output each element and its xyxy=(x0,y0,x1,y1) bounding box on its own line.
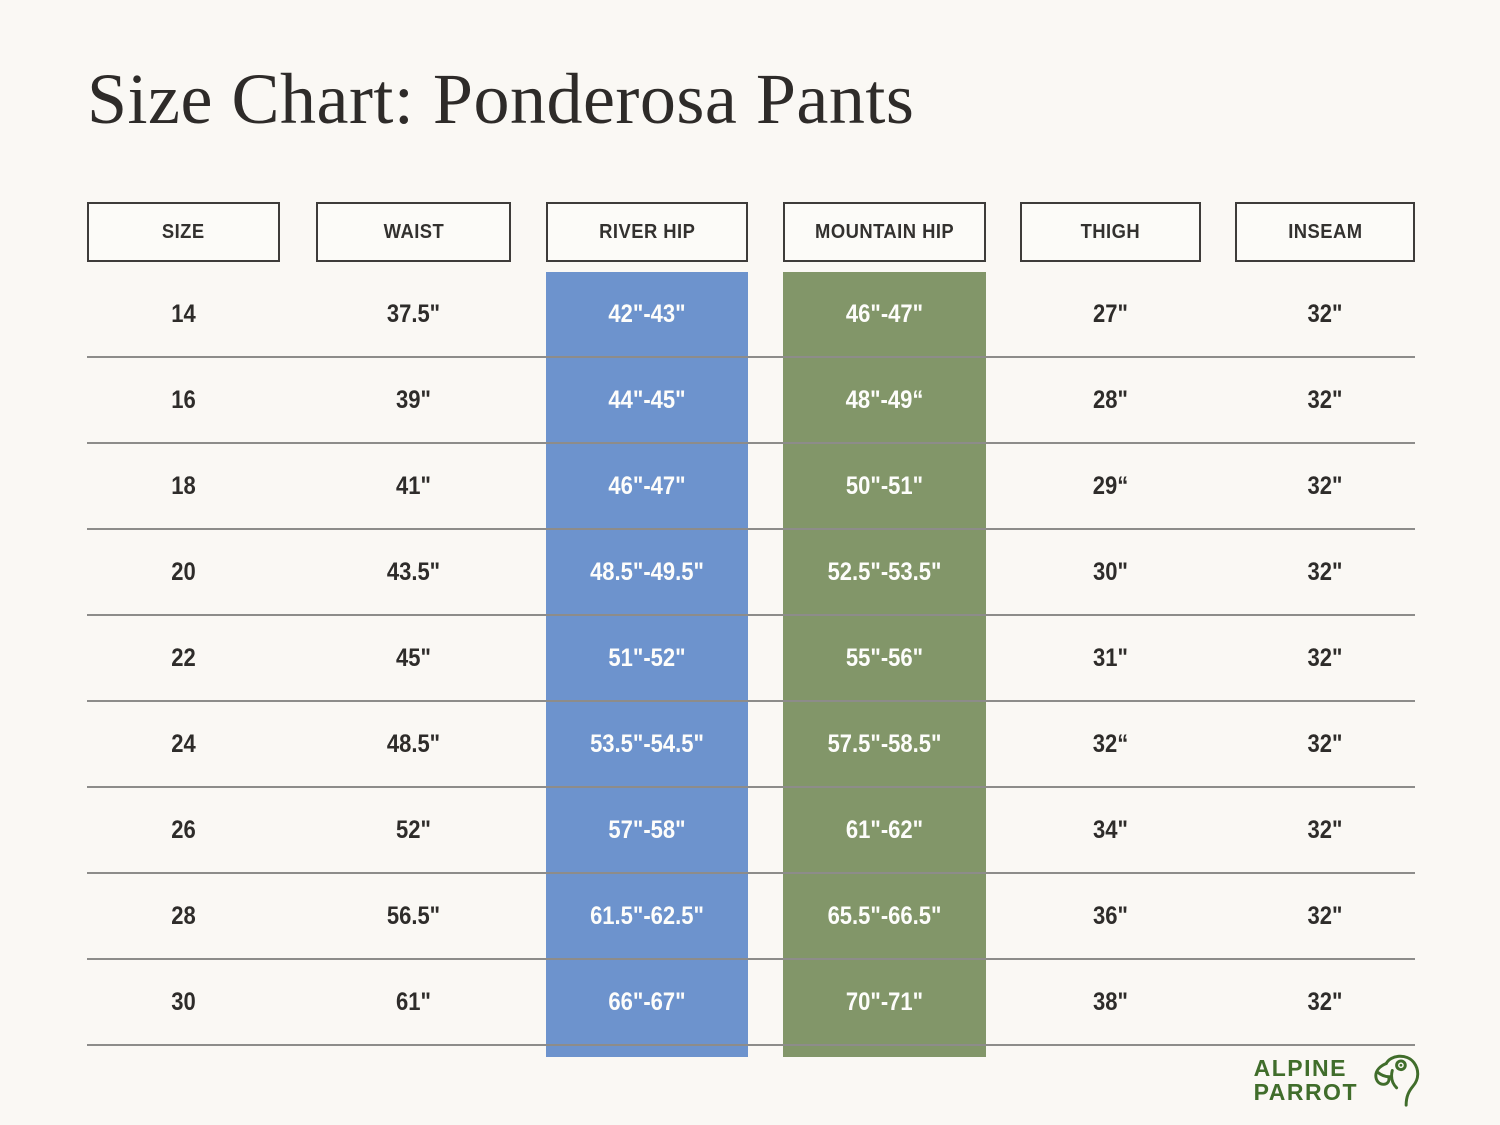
brand-name: ALPINE PARROT xyxy=(1254,1056,1358,1104)
cell-size: 24 xyxy=(171,729,196,758)
column-header-mountain-hip-label: MOUNTAIN HIP xyxy=(814,220,955,243)
cell-river-hip: 66"-67" xyxy=(608,987,686,1016)
cell-waist: 43.5" xyxy=(386,557,441,586)
cell-river-hip: 61.5"-62.5" xyxy=(590,901,704,930)
cell-river-hip: 44"-45" xyxy=(608,385,686,414)
cell-size: 30 xyxy=(171,987,196,1016)
cell-river-hip: 46"-47" xyxy=(608,471,686,500)
cell-waist: 37.5" xyxy=(386,299,441,328)
cell-inseam: 32" xyxy=(1307,729,1343,758)
column-header-river-hip-label: RIVER HIP xyxy=(598,220,696,243)
cell-inseam: 32" xyxy=(1307,901,1343,930)
column-header-inseam: INSEAM xyxy=(1235,202,1415,262)
cell-mountain-hip: 46"-47" xyxy=(845,299,924,328)
cell-inseam: 32" xyxy=(1307,815,1343,844)
cell-inseam: 32" xyxy=(1307,557,1343,586)
cell-thigh: 36" xyxy=(1093,901,1128,930)
cell-river-hip: 53.5"-54.5" xyxy=(590,729,704,758)
cell-river-hip: 51"-52" xyxy=(608,643,686,672)
table-row: 22 45" 51"-52" 55"-56" 31" 32" xyxy=(87,616,1415,702)
table-row: 26 52" 57"-58" 61"-62" 34" 32" xyxy=(87,788,1415,874)
cell-thigh: 29“ xyxy=(1092,471,1129,500)
cell-inseam: 32" xyxy=(1307,385,1343,414)
cell-thigh: 34" xyxy=(1093,815,1128,844)
cell-mountain-hip: 70"-71" xyxy=(845,987,924,1016)
cell-size: 16 xyxy=(171,385,196,414)
cell-mountain-hip: 52.5"-53.5" xyxy=(827,557,942,586)
cell-mountain-hip: 57.5"-58.5" xyxy=(827,729,942,758)
river-hip-highlight-band xyxy=(546,272,748,1057)
brand-name-line2: PARROT xyxy=(1253,1079,1358,1105)
cell-inseam: 32" xyxy=(1307,471,1343,500)
table-body: 14 37.5" 42"-43" 46"-47" 27" 32" 16 39" … xyxy=(87,272,1415,1046)
column-header-waist: WAIST xyxy=(316,202,511,262)
brand-logo: ALPINE PARROT xyxy=(1254,1051,1420,1109)
cell-river-hip: 42"-43" xyxy=(608,299,686,328)
cell-waist: 61" xyxy=(396,987,431,1016)
column-header-thigh: THIGH xyxy=(1020,202,1201,262)
table-row: 16 39" 44"-45" 48"-49“ 28" 32" xyxy=(87,358,1415,444)
column-header-river-hip: RIVER HIP xyxy=(546,202,748,262)
cell-size: 18 xyxy=(171,471,196,500)
cell-thigh: 31" xyxy=(1093,643,1128,672)
cell-size: 20 xyxy=(171,557,196,586)
mountain-hip-highlight-band xyxy=(783,272,986,1057)
table-row: 14 37.5" 42"-43" 46"-47" 27" 32" xyxy=(87,272,1415,358)
cell-mountain-hip: 48"-49“ xyxy=(845,385,924,414)
cell-waist: 52" xyxy=(396,815,431,844)
cell-size: 22 xyxy=(171,643,196,672)
table-row: 20 43.5" 48.5"-49.5" 52.5"-53.5" 30" 32" xyxy=(87,530,1415,616)
cell-inseam: 32" xyxy=(1307,299,1343,328)
table-row: 28 56.5" 61.5"-62.5" 65.5"-66.5" 36" 32" xyxy=(87,874,1415,960)
cell-size: 14 xyxy=(171,299,196,328)
cell-thigh: 32“ xyxy=(1092,729,1129,758)
cell-thigh: 27" xyxy=(1093,299,1128,328)
cell-waist: 48.5" xyxy=(386,729,441,758)
cell-size: 28 xyxy=(171,901,196,930)
cell-waist: 45" xyxy=(396,643,431,672)
cell-inseam: 32" xyxy=(1307,987,1343,1016)
column-header-size-label: SIZE xyxy=(162,220,205,243)
cell-waist: 41" xyxy=(396,471,431,500)
cell-river-hip: 57"-58" xyxy=(608,815,686,844)
cell-mountain-hip: 55"-56" xyxy=(845,643,924,672)
cell-mountain-hip: 65.5"-66.5" xyxy=(827,901,942,930)
column-header-mountain-hip: MOUNTAIN HIP xyxy=(783,202,986,262)
table-header-row: SIZE WAIST RIVER HIP MOUNTAIN HIP THIGH … xyxy=(87,202,1415,262)
cell-mountain-hip: 50"-51" xyxy=(845,471,924,500)
column-header-waist-label: WAIST xyxy=(383,220,444,243)
table-row: 24 48.5" 53.5"-54.5" 57.5"-58.5" 32“ 32" xyxy=(87,702,1415,788)
cell-thigh: 38" xyxy=(1093,987,1128,1016)
table-row: 30 61" 66"-67" 70"-71" 38" 32" xyxy=(87,960,1415,1046)
cell-mountain-hip: 61"-62" xyxy=(845,815,924,844)
cell-size: 26 xyxy=(171,815,196,844)
cell-waist: 56.5" xyxy=(386,901,441,930)
cell-waist: 39" xyxy=(396,385,431,414)
table-row: 18 41" 46"-47" 50"-51" 29“ 32" xyxy=(87,444,1415,530)
cell-river-hip: 48.5"-49.5" xyxy=(590,557,704,586)
cell-thigh: 28" xyxy=(1093,385,1128,414)
column-header-thigh-label: THIGH xyxy=(1080,220,1141,243)
brand-name-line1: ALPINE xyxy=(1253,1055,1347,1081)
size-table: SIZE WAIST RIVER HIP MOUNTAIN HIP THIGH … xyxy=(87,202,1415,1062)
column-header-inseam-label: INSEAM xyxy=(1287,220,1363,243)
cell-thigh: 30" xyxy=(1093,557,1128,586)
parrot-icon xyxy=(1368,1051,1420,1109)
column-header-size: SIZE xyxy=(87,202,280,262)
page-title: Size Chart: Ponderosa Pants xyxy=(87,59,915,139)
cell-inseam: 32" xyxy=(1307,643,1343,672)
